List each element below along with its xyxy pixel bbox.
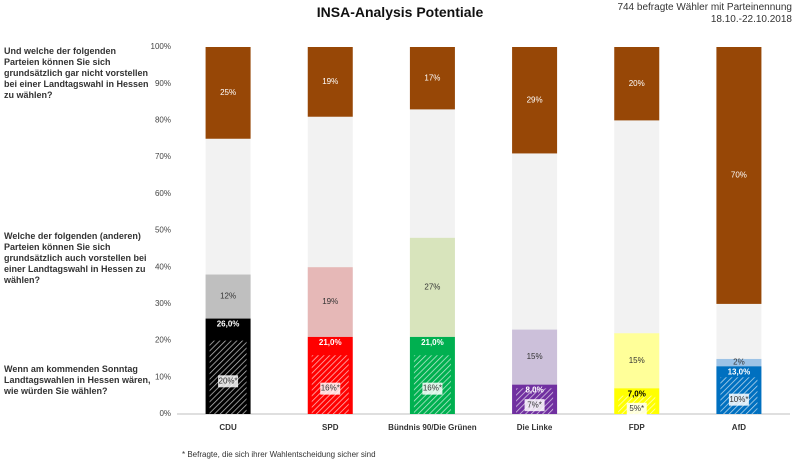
x-category-label: AfD	[732, 423, 746, 432]
y-tick-label: 90%	[155, 79, 171, 88]
bar-reject-segment	[409, 47, 455, 110]
reject-data-label: 70%	[731, 171, 747, 180]
survey-period: 18.10.-22.10.2018	[710, 14, 792, 25]
vote-data-label: 21,0%	[319, 338, 342, 347]
y-tick-label: 0%	[159, 409, 171, 418]
y-tick-label: 10%	[155, 372, 171, 381]
sure-label-box	[320, 382, 341, 395]
sure-data-label: 5%*	[629, 404, 644, 413]
y-tick-label: 100%	[151, 42, 171, 51]
vote-data-label: 13,0%	[728, 367, 751, 376]
sure-data-label: 16%*	[423, 384, 442, 393]
bar-potential-segment	[409, 237, 455, 337]
potential-data-label: 15%	[629, 356, 645, 365]
bar-reject-segment	[614, 47, 660, 121]
sample-size: 744 befragte Wähler mit Parteinennung	[617, 2, 792, 13]
reject-data-label: 17%	[424, 73, 440, 82]
y-tick-label: 20%	[155, 336, 171, 345]
y-tick-label: 70%	[155, 152, 171, 161]
bar-potential-segment	[614, 333, 660, 389]
potential-data-label: 2%	[733, 358, 745, 367]
sure-label-box	[422, 382, 443, 395]
vote-data-label: 21,0%	[421, 338, 444, 347]
survey-info: 744 befragte Wähler mit Parteinennung 18…	[617, 2, 792, 26]
vote-data-label: 26,0%	[217, 320, 240, 329]
reject-data-label: 29%	[527, 95, 543, 104]
potential-data-label: 15%	[527, 352, 543, 361]
x-category-label: Die Linke	[517, 423, 553, 432]
reject-data-label: 20%	[629, 79, 645, 88]
y-tick-label: 40%	[155, 262, 171, 271]
y-tick-label: 80%	[155, 116, 171, 125]
sure-data-label: 16%*	[321, 384, 340, 393]
footnote: * Befragte, die sich ihrer Wahlentscheid…	[182, 450, 376, 459]
bar-reject-segment	[307, 47, 353, 117]
vote-data-label: 7,0%	[628, 389, 646, 398]
bar-reject-segment	[716, 47, 762, 304]
vote-data-label: 8,0%	[525, 386, 543, 395]
x-category-label: SPD	[322, 423, 339, 432]
y-tick-label: 30%	[155, 299, 171, 308]
y-tick-label: 50%	[155, 226, 171, 235]
potential-data-label: 19%	[322, 297, 338, 306]
potential-data-label: 27%	[424, 282, 440, 291]
bar-reject-segment	[205, 47, 251, 139]
sure-data-label: 7%*	[527, 400, 542, 409]
bar-reject-segment	[512, 47, 558, 154]
potential-data-label: 12%	[220, 292, 236, 301]
reject-data-label: 19%	[322, 77, 338, 86]
sure-label-box	[626, 402, 647, 415]
bar-potential-segment	[716, 358, 762, 367]
x-category-label: CDU	[219, 423, 237, 432]
question-reject: Und welche der folgenden Parteien können…	[4, 46, 149, 100]
x-category-label: Bündnis 90/Die Grünen	[388, 423, 477, 432]
sure-data-label: 10%*	[729, 395, 748, 404]
bar-potential-segment	[307, 267, 353, 337]
sure-label-box	[218, 375, 239, 388]
chart-title: INSA-Analysis Potentiale	[316, 4, 484, 20]
question-vote: Wenn am kommenden Sonntag Landtagswahlen…	[4, 364, 151, 396]
question-potential: Welche der folgenden (anderen) Parteien …	[4, 231, 147, 285]
sure-data-label: 20%*	[219, 376, 238, 385]
sure-label-box	[728, 393, 749, 406]
reject-data-label: 25%	[220, 88, 236, 97]
bar-potential-segment	[512, 329, 558, 385]
y-tick-label: 60%	[155, 189, 171, 198]
x-category-label: FDP	[629, 423, 646, 432]
sure-label-box	[524, 399, 545, 412]
bar-potential-segment	[205, 274, 251, 319]
